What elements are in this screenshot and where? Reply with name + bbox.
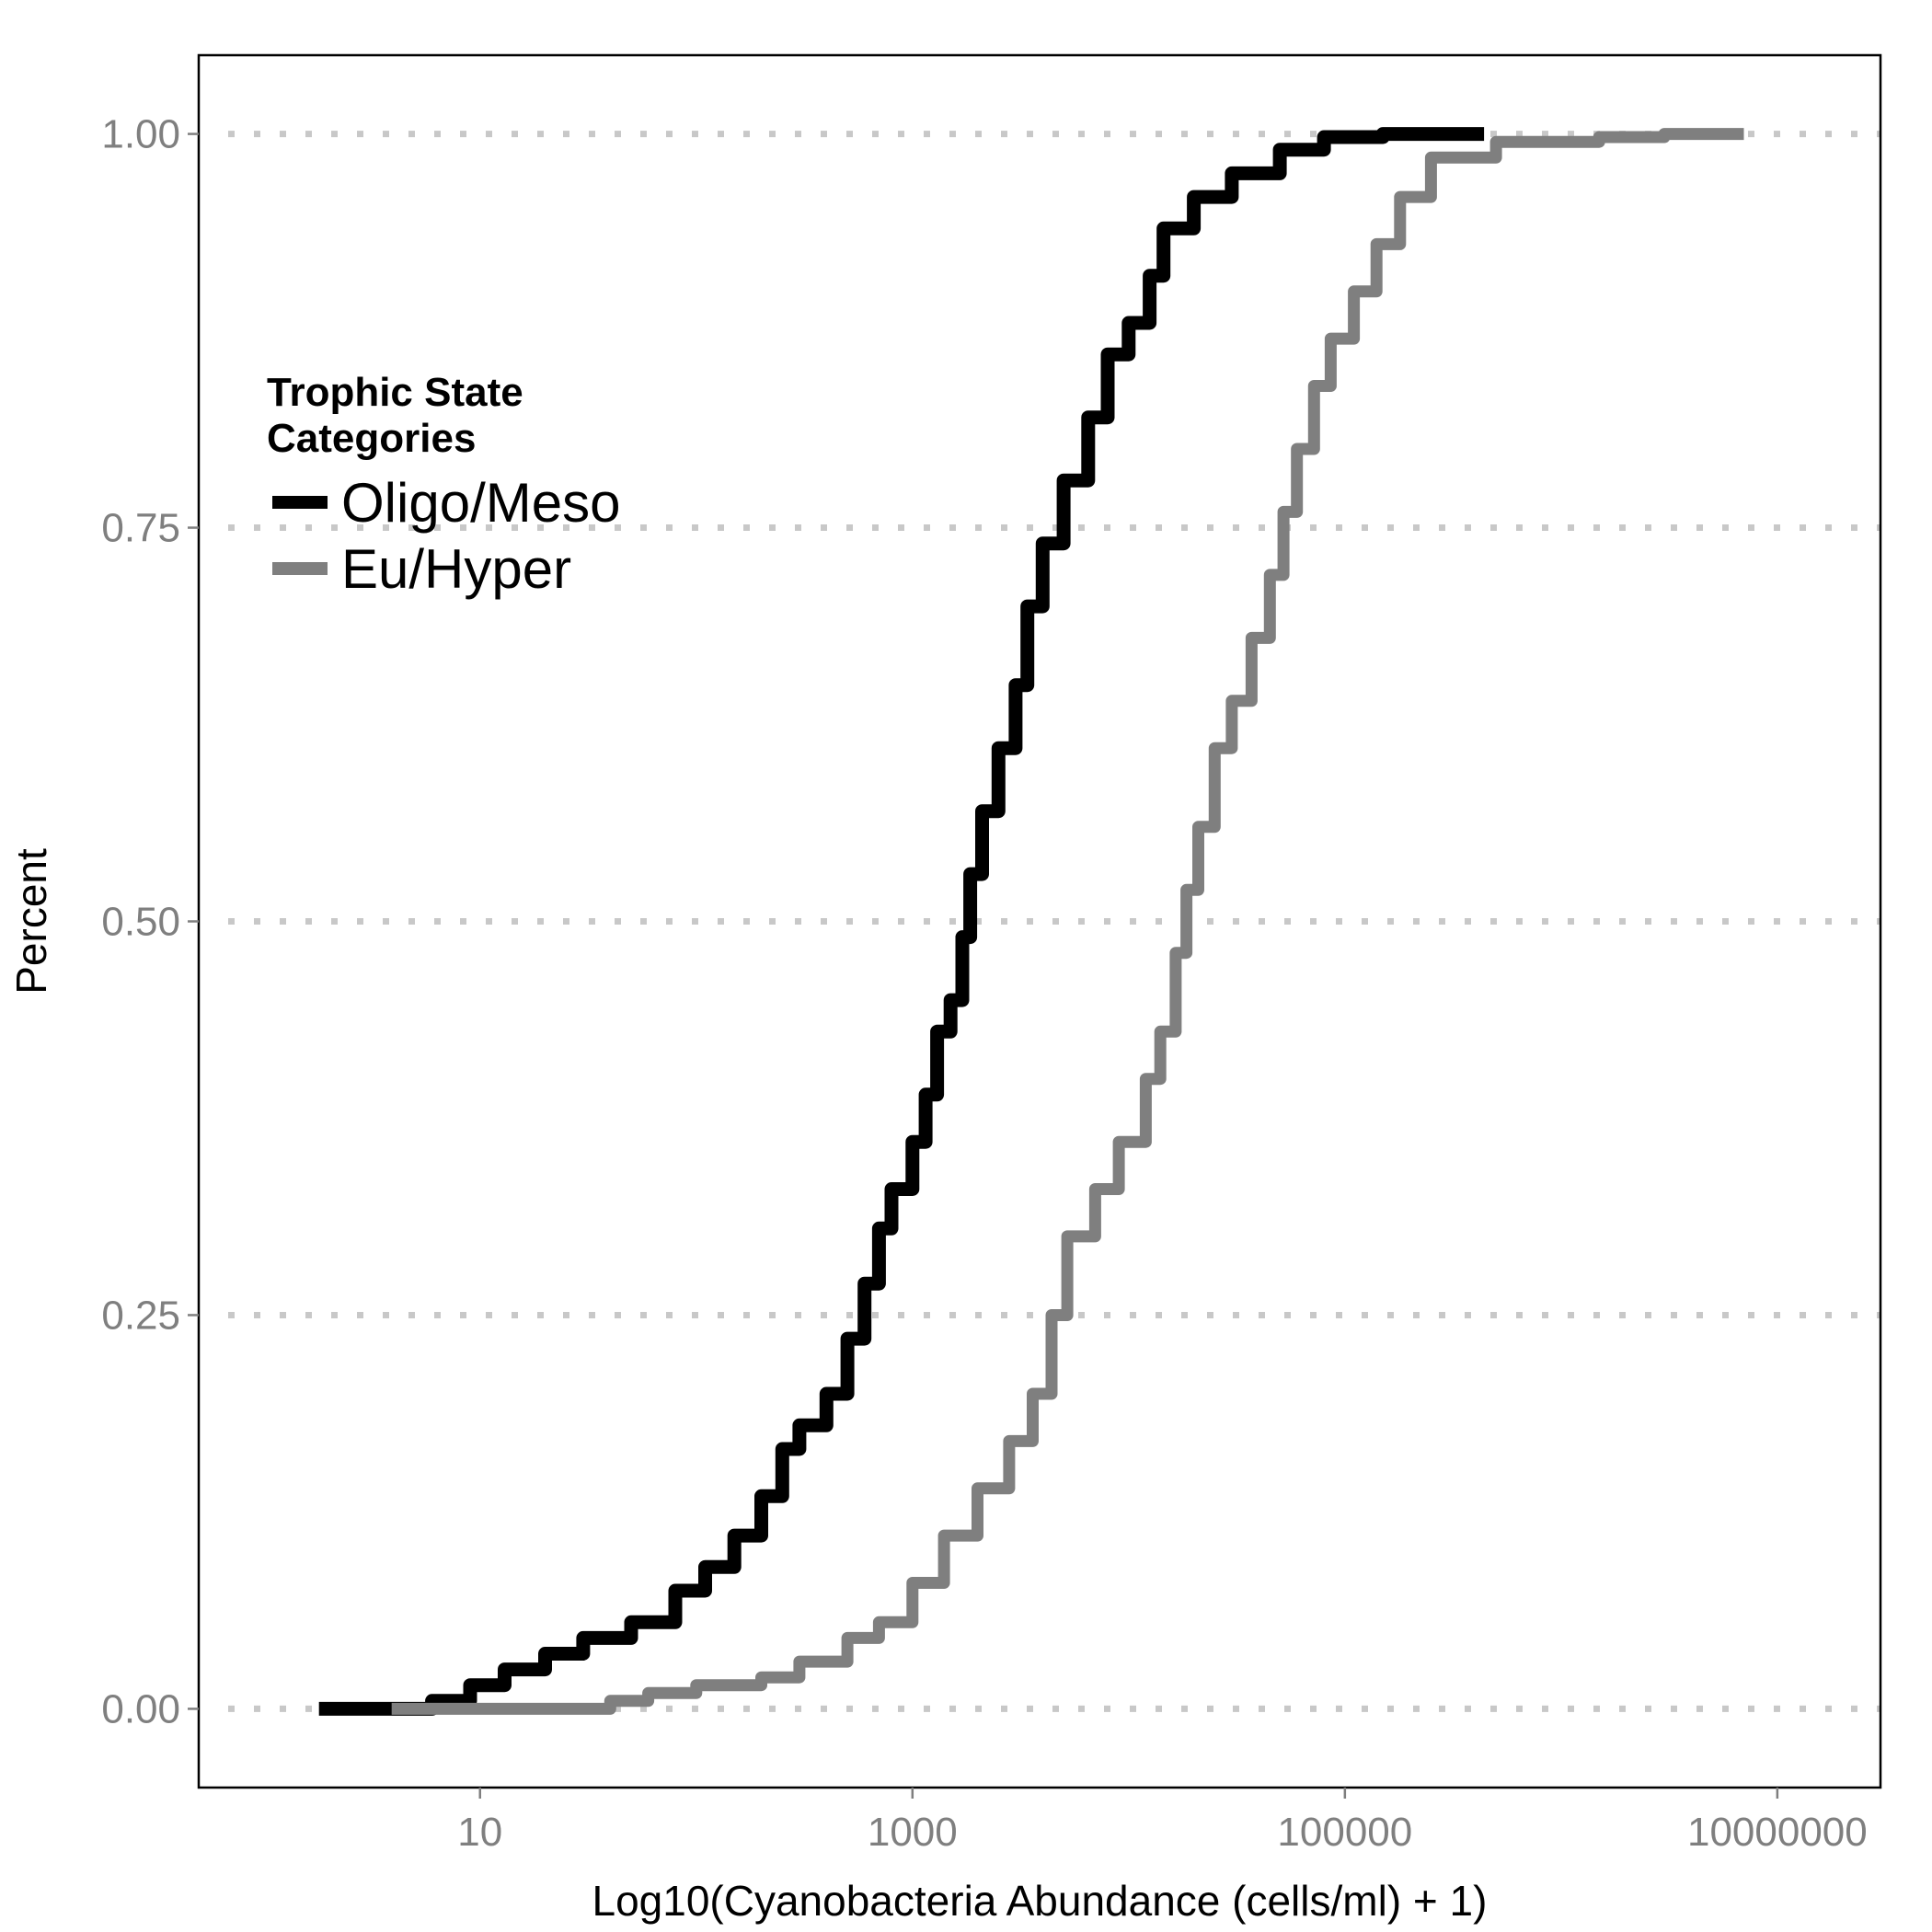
y-tick-label: 1.00 [101,112,180,157]
axis-layer: 0.00 0.25 0.50 0.75 1.00 10 1000 100000 10000000 [101,112,1867,1855]
legend-title: Trophic State [267,370,523,415]
y-tick-label: 0.50 [101,900,180,945]
x-axis-title: Log10(Cyanobacteria Abundance (cells/ml)… [592,1877,1488,1925]
series-layer [318,127,1744,1716]
plot-frame [197,53,1882,1789]
series-line-eu-hyper [391,128,1744,1715]
legend-label: Eu/Hyper [341,538,571,600]
y-tick-label: 0.25 [101,1293,180,1338]
legend-title: Categories [267,416,476,461]
x-tick-label: 1000 [868,1810,958,1855]
y-tick-label: 0.00 [101,1686,180,1731]
series-line-oligo-meso [318,127,1485,1716]
y-tick-label: 0.75 [101,506,180,551]
x-tick-label: 10000000 [1687,1810,1868,1855]
y-axis-title: Percent [7,848,55,995]
x-tick-label: 100000 [1277,1810,1412,1855]
x-tick-label: 10 [457,1810,502,1855]
legend-label: Oligo/Meso [341,472,620,534]
